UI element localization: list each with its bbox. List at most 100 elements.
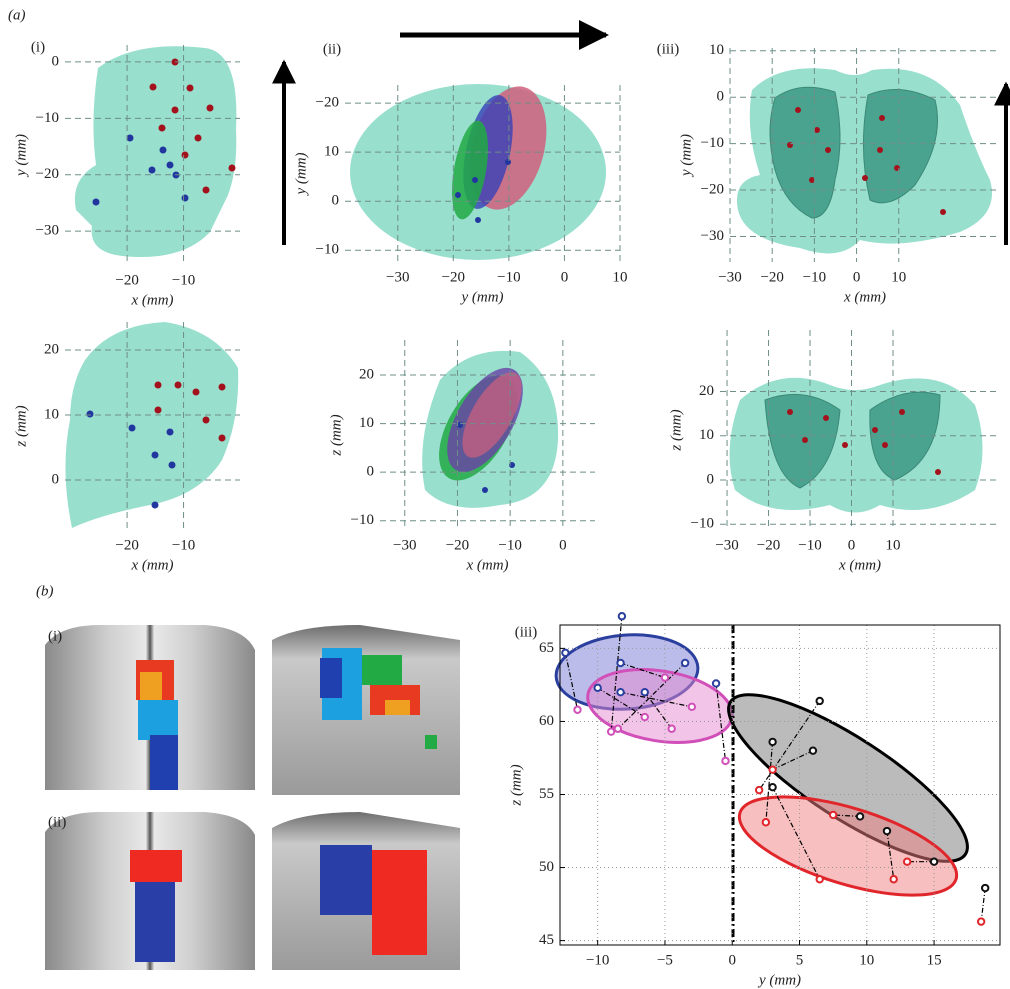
x-tick-label: 10 (891, 269, 906, 285)
y-axis-label: y (mm) (13, 134, 29, 178)
surface-render (422, 351, 558, 508)
y-tick-label: 20 (699, 383, 714, 399)
x-tick-label: 10 (859, 952, 874, 968)
y-tick-label: −20 (316, 95, 339, 111)
y-tick-label: 10 (44, 406, 59, 422)
point (619, 613, 625, 619)
surface-render (730, 378, 983, 513)
y-tick-label: 0 (707, 471, 715, 487)
x-tick-label: −20 (760, 269, 783, 285)
x-tick-label: 15 (927, 952, 942, 968)
y-tick-label: −20 (36, 166, 59, 182)
point (816, 698, 822, 704)
point (617, 660, 623, 666)
y-axis-label: z (mm) (508, 764, 524, 806)
x-axis-label: x (mm) (130, 292, 173, 308)
y-tick-label: 0 (717, 89, 725, 105)
point (830, 812, 836, 818)
x-axis-label: y (mm) (757, 972, 801, 988)
point (562, 650, 568, 656)
x-tick-label: 5 (796, 952, 804, 968)
point (857, 813, 863, 819)
x-tick-label: −10 (498, 537, 521, 553)
x-tick-label: −10 (803, 269, 826, 285)
point (662, 674, 668, 680)
y-tick-label: −30 (36, 223, 59, 239)
panel-label: (ii) (323, 41, 341, 57)
point (769, 739, 775, 745)
panel-label: (iii) (515, 624, 538, 640)
x-tick-label: −10 (798, 537, 821, 553)
y-tick-label: −30 (701, 228, 724, 244)
y-tick-label: 65 (539, 640, 554, 656)
y-axis-label: z (mm) (13, 405, 29, 447)
point (668, 726, 674, 732)
y-tick-label: −10 (351, 512, 374, 528)
x-tick-label: −10 (172, 272, 195, 288)
x-tick-label: −10 (497, 269, 520, 285)
x-tick-label: 10 (613, 269, 628, 285)
pair-connector (981, 888, 985, 922)
y-tick-label: −20 (701, 181, 724, 197)
image-label: (i) (48, 628, 62, 644)
x-tick-label: −20 (115, 537, 138, 553)
y-tick-label: −10 (691, 516, 714, 532)
point (978, 918, 984, 924)
point (884, 828, 890, 834)
y-axis-label: y (mm) (678, 134, 694, 178)
surface-render (350, 78, 606, 260)
y-tick-label: 55 (539, 786, 554, 802)
point (615, 726, 621, 732)
y-axis-label: z (mm) (328, 414, 344, 456)
point (594, 685, 600, 691)
point (769, 766, 775, 772)
x-tick-label: −30 (718, 269, 741, 285)
x-tick-label: −5 (657, 952, 673, 968)
point (810, 747, 816, 753)
point (891, 876, 897, 882)
x-tick-label: −30 (393, 537, 416, 553)
point (689, 704, 695, 710)
point (682, 660, 688, 666)
x-axis-label: x (mm) (838, 557, 881, 573)
x-axis-label: x (mm) (130, 557, 173, 573)
point (769, 784, 775, 790)
x-tick-label: 0 (853, 269, 861, 285)
surface-render (65, 322, 238, 528)
y-tick-label: −10 (701, 135, 724, 151)
point (722, 758, 728, 764)
panel-label: (iii) (657, 41, 680, 57)
point (763, 819, 769, 825)
x-tick-label: −20 (446, 537, 469, 553)
y-tick-label: 0 (52, 471, 60, 487)
point (931, 859, 937, 865)
x-tick-label: −10 (172, 537, 195, 553)
surface-render (737, 68, 992, 253)
x-tick-label: 0 (728, 952, 736, 968)
point (574, 707, 580, 713)
part-label: (a) (8, 7, 26, 23)
x-tick-label: 0 (848, 537, 856, 553)
x-tick-label: 10 (885, 537, 900, 553)
x-tick-label: −10 (586, 952, 609, 968)
y-tick-label: 10 (359, 415, 374, 431)
point (608, 728, 614, 734)
point (642, 714, 648, 720)
part-label: (b) (36, 583, 54, 599)
point (982, 885, 988, 891)
y-tick-label: 45 (539, 932, 554, 948)
brain-slice (45, 812, 460, 970)
y-tick-label: 0 (367, 464, 375, 480)
x-tick-label: −30 (715, 537, 738, 553)
figure: (a) (b) (0, 0, 1010, 989)
point (904, 859, 910, 865)
y-tick-label: 50 (539, 859, 554, 875)
y-tick-label: −10 (36, 110, 59, 126)
x-tick-label: 0 (559, 537, 567, 553)
y-tick-label: 0 (52, 53, 60, 69)
point (816, 876, 822, 882)
y-tick-label: 10 (699, 427, 714, 443)
x-tick-label: −30 (386, 269, 409, 285)
x-axis-label: x (mm) (843, 289, 886, 305)
y-tick-label: 10 (324, 144, 339, 160)
